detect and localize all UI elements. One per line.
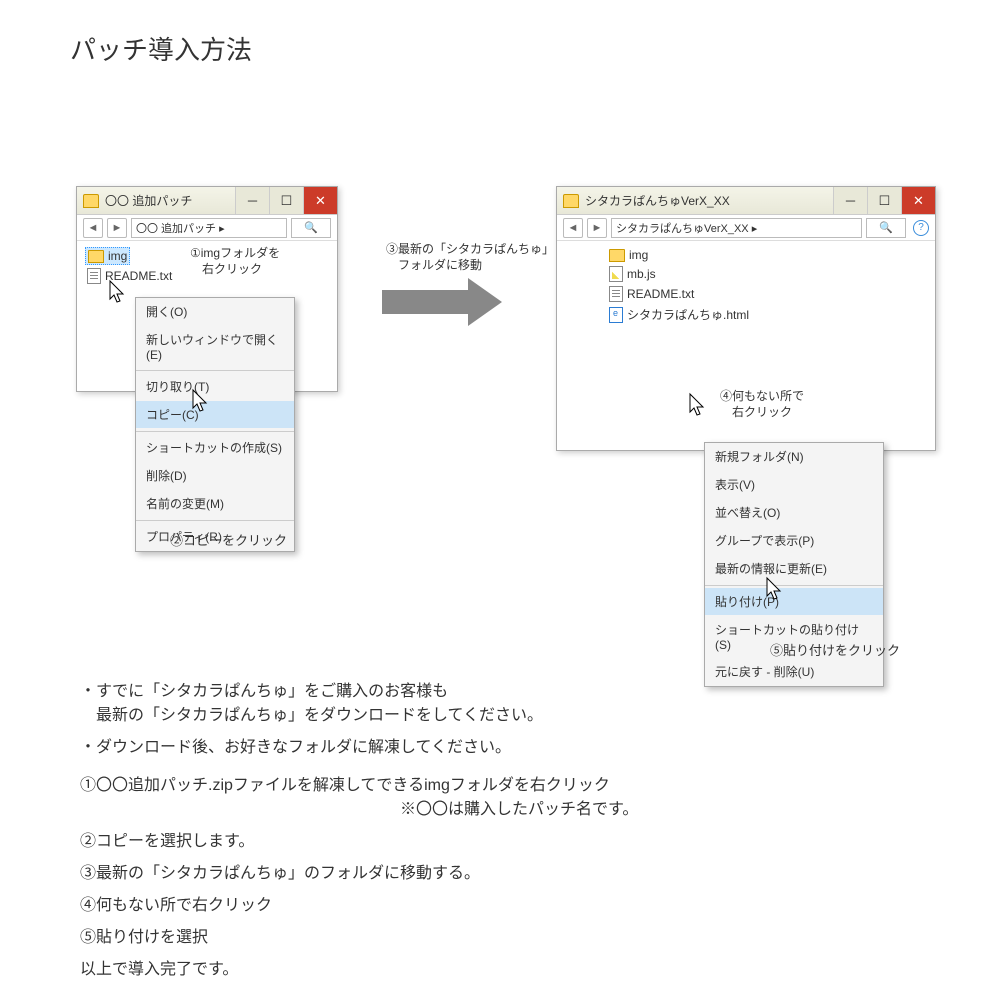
annotation-step3: ③最新の「シタカラぱんちゅ」 フォルダに移動	[386, 242, 554, 273]
address-bar: ◄ ► シタカラぱんちゅVerX_XX ▸ 🔍 ?	[557, 215, 935, 241]
maximize-button[interactable]: ☐	[269, 187, 303, 214]
caption-step2: ②コピーをクリック	[170, 530, 287, 549]
arrow-icon	[382, 278, 512, 326]
menu-item[interactable]: 最新の情報に更新(E)	[705, 555, 883, 583]
file-item[interactable]: img	[85, 247, 130, 265]
menu-item[interactable]: 開く(O)	[136, 298, 294, 326]
menu-separator	[705, 585, 883, 586]
search-field[interactable]: 🔍	[291, 218, 331, 238]
menu-separator	[136, 370, 294, 371]
context-menu-copy: 開く(O)新しいウィンドウで開く(E) 切り取り(T)コピー(C) ショートカットの…	[135, 297, 295, 552]
menu-item[interactable]: 表示(V)	[705, 471, 883, 499]
back-button[interactable]: ◄	[83, 218, 103, 238]
search-field[interactable]: 🔍	[866, 218, 906, 238]
menu-item[interactable]: コピー(C)	[136, 401, 294, 429]
minimize-button[interactable]: ─	[235, 187, 269, 214]
address-bar: ◄ ► 〇〇 追加パッチ ▸ 🔍	[77, 215, 337, 241]
menu-item[interactable]: 並べ替え(O)	[705, 499, 883, 527]
file-name: img	[108, 249, 127, 263]
js-file-icon	[609, 266, 623, 282]
menu-item[interactable]: 新規フォルダ(N)	[705, 443, 883, 471]
instruction-bullet: ・ダウンロード後、お好きなフォルダに解凍してください。	[80, 736, 950, 760]
titlebar: 〇〇 追加パッチ ─ ☐ ✕	[77, 187, 337, 215]
file-item[interactable]: シタカラぱんちゅ.html	[607, 305, 751, 324]
maximize-button[interactable]: ☐	[867, 187, 901, 214]
window-title: 〇〇 追加パッチ	[105, 192, 235, 209]
instruction-bullet: ・すでに「シタカラぱんちゅ」をご購入のお客様も 最新の「シタカラぱんちゅ」をダウ…	[80, 680, 950, 728]
instruction-step: ④何もない所で右クリック	[80, 894, 950, 918]
address-field[interactable]: 〇〇 追加パッチ ▸	[131, 218, 287, 238]
instruction-step: ⑤貼り付けを選択	[80, 926, 950, 950]
annotation-step1: ①imgフォルダを 右クリック	[190, 246, 280, 277]
help-icon[interactable]: ?	[913, 220, 929, 236]
menu-item[interactable]: グループで表示(P)	[705, 527, 883, 555]
forward-button[interactable]: ►	[107, 218, 127, 238]
file-list[interactable]: img mb.js README.txt シタカラぱんちゅ.html	[557, 241, 935, 361]
file-name: img	[629, 248, 648, 262]
minimize-button[interactable]: ─	[833, 187, 867, 214]
instruction-note: ※〇〇は購入したパッチ名です。	[80, 798, 950, 822]
forward-button[interactable]: ►	[587, 218, 607, 238]
html-file-icon	[609, 307, 623, 323]
file-item[interactable]: README.txt	[607, 285, 696, 303]
file-name: シタカラぱんちゅ.html	[627, 306, 749, 323]
page-title: パッチ導入方法	[70, 30, 252, 67]
menu-item[interactable]: ショートカットの作成(S)	[136, 434, 294, 462]
menu-separator	[136, 431, 294, 432]
text-file-icon	[609, 286, 623, 302]
menu-item[interactable]: 切り取り(T)	[136, 373, 294, 401]
file-name: mb.js	[627, 267, 656, 281]
folder-icon	[83, 194, 99, 208]
caption-step5: ⑤貼り付けをクリック	[770, 640, 900, 659]
text-file-icon	[87, 268, 101, 284]
menu-item[interactable]: 削除(D)	[136, 462, 294, 490]
file-name: README.txt	[627, 287, 694, 301]
menu-item[interactable]: 新しいウィンドウで開く(E)	[136, 326, 294, 368]
close-button[interactable]: ✕	[901, 187, 935, 214]
folder-icon	[88, 250, 104, 263]
close-button[interactable]: ✕	[303, 187, 337, 214]
instruction-done: 以上で導入完了です。	[80, 958, 950, 982]
titlebar: シタカラぱんちゅVerX_XX ─ ☐ ✕	[557, 187, 935, 215]
address-field[interactable]: シタカラぱんちゅVerX_XX ▸	[611, 218, 862, 238]
instruction-step: ②コピーを選択します。	[80, 830, 950, 854]
folder-icon	[563, 194, 579, 208]
back-button[interactable]: ◄	[563, 218, 583, 238]
file-item[interactable]: img	[607, 247, 650, 263]
annotation-step4: ④何もない所で 右クリック	[720, 389, 804, 420]
file-item[interactable]: mb.js	[607, 265, 658, 283]
instruction-step: ①〇〇追加パッチ.zipファイルを解凍してできるimgフォルダを右クリック ※〇…	[80, 774, 950, 822]
menu-item[interactable]: 名前の変更(M)	[136, 490, 294, 518]
window-title: シタカラぱんちゅVerX_XX	[585, 192, 833, 209]
instructions-block: ・すでに「シタカラぱんちゅ」をご購入のお客様も 最新の「シタカラぱんちゅ」をダウ…	[80, 680, 950, 990]
file-item[interactable]: README.txt	[85, 267, 174, 285]
menu-separator	[136, 520, 294, 521]
folder-icon	[609, 249, 625, 262]
menu-item[interactable]: 貼り付け(P)	[705, 588, 883, 616]
instruction-step: ③最新の「シタカラぱんちゅ」のフォルダに移動する。	[80, 862, 950, 886]
